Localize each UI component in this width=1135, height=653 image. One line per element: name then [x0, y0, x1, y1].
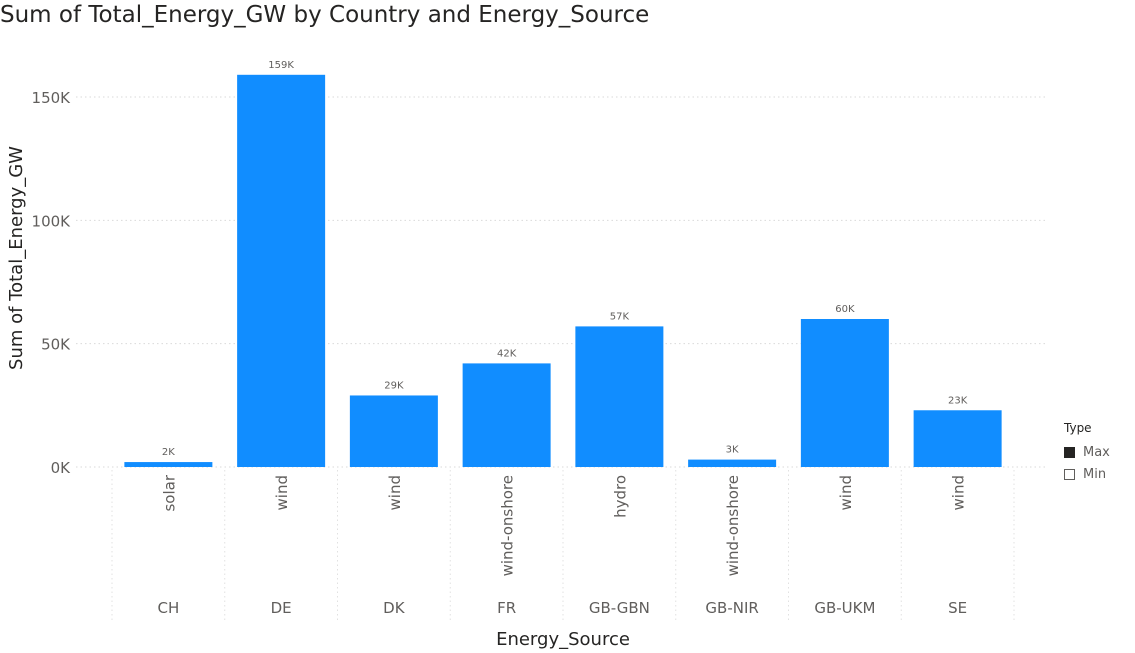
x-tick-label-country: GB-GBN	[589, 599, 650, 617]
y-axis-title: Sum of Total_Energy_GW	[6, 146, 27, 370]
legend-label-max: Max	[1083, 444, 1110, 460]
x-tick-label-source: solar	[160, 474, 178, 511]
bar-gb-ukm[interactable]	[800, 319, 889, 467]
data-label: 2K	[162, 447, 175, 458]
bar-ch[interactable]	[124, 462, 213, 467]
y-tick-label: 150K	[32, 89, 72, 107]
x-tick-label-source: wind	[386, 475, 404, 510]
x-tick-label-country: FR	[497, 599, 516, 617]
data-label: 60K	[835, 304, 855, 315]
x-axis-title: Energy_Source	[496, 629, 630, 650]
legend: Type Max Min	[1064, 421, 1110, 485]
bar-gb-nir[interactable]	[688, 459, 777, 467]
x-tick-label-source: wind	[273, 475, 291, 510]
x-tick-label-country: GB-NIR	[705, 599, 758, 617]
x-tick-label-country: SE	[948, 599, 967, 617]
x-tick-label-country: DK	[383, 599, 406, 617]
y-tick-label: 100K	[32, 212, 72, 230]
data-label: 3K	[726, 445, 739, 456]
legend-swatch-max	[1064, 446, 1075, 458]
data-label: 57K	[610, 311, 630, 322]
legend-item-min[interactable]: Min	[1064, 463, 1110, 485]
bar-dk[interactable]	[349, 395, 438, 467]
bar-se[interactable]	[913, 410, 1002, 467]
x-tick-label-source: wind-onshore	[499, 475, 517, 576]
data-label: 159K	[268, 60, 294, 71]
x-tick-label-country: DE	[271, 599, 292, 617]
y-tick-label: 50K	[41, 336, 71, 354]
legend-label-min: Min	[1083, 466, 1107, 482]
x-tick-label-source: hydro	[611, 475, 629, 518]
data-label: 29K	[384, 380, 404, 391]
x-tick-label-source: wind	[837, 475, 855, 510]
x-tick-label-country: CH	[157, 599, 179, 617]
legend-swatch-min	[1064, 468, 1075, 480]
x-tick-label-source: wind-onshore	[724, 475, 742, 576]
x-tick-label-source: wind	[950, 475, 968, 510]
bar-fr[interactable]	[462, 363, 551, 467]
chart-title: Sum of Total_Energy_GW by Country and En…	[0, 2, 650, 28]
y-tick-label: 0K	[51, 459, 72, 477]
data-label: 42K	[497, 348, 517, 359]
data-label: 23K	[948, 395, 968, 406]
bar-gb-gbn[interactable]	[575, 326, 664, 467]
legend-item-max[interactable]: Max	[1064, 441, 1110, 463]
bar-de[interactable]	[237, 74, 326, 468]
x-tick-label-country: GB-UKM	[814, 599, 875, 617]
legend-title: Type	[1064, 421, 1092, 435]
